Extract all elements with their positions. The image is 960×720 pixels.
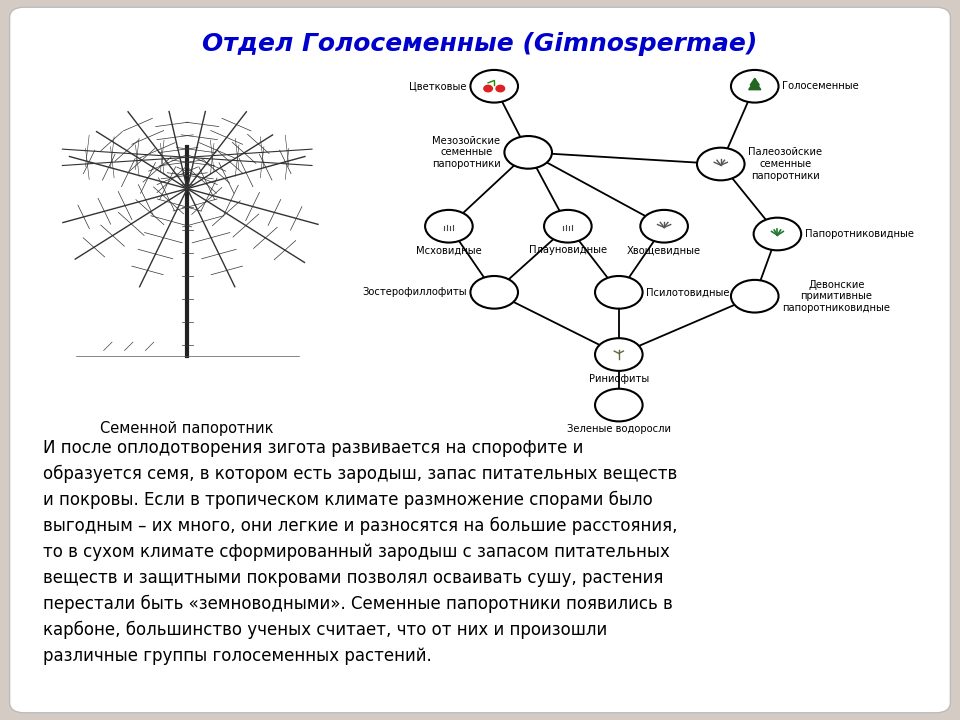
- Text: Семенной папоротник: Семенной папоротник: [101, 421, 274, 436]
- Ellipse shape: [697, 148, 745, 180]
- Text: Плауновидные: Плауновидные: [529, 246, 607, 256]
- Text: Зеленые водоросли: Зеленые водоросли: [566, 424, 671, 434]
- Ellipse shape: [425, 210, 472, 243]
- Polygon shape: [750, 78, 759, 85]
- Text: Папоротниковидные: Папоротниковидные: [805, 229, 914, 239]
- Text: Мсховидные: Мсховидные: [416, 246, 482, 256]
- Polygon shape: [749, 81, 761, 90]
- Text: Мезозойские
семенные
папоротники: Мезозойские семенные папоротники: [432, 136, 500, 169]
- Text: И после оплодотворения зигота развивается на спорофите и
образуется семя, в кото: И после оплодотворения зигота развиваетс…: [43, 439, 678, 665]
- Ellipse shape: [544, 210, 591, 243]
- Ellipse shape: [470, 70, 518, 102]
- Ellipse shape: [731, 280, 779, 312]
- Circle shape: [496, 86, 505, 91]
- Text: Хвощевидные: Хвощевидные: [627, 246, 701, 256]
- Ellipse shape: [640, 210, 688, 243]
- Text: Риниофиты: Риниофиты: [588, 374, 649, 384]
- Ellipse shape: [595, 276, 642, 309]
- Text: Девонские
примитивные
папоротниковидные: Девонские примитивные папоротниковидные: [782, 279, 890, 312]
- Ellipse shape: [731, 70, 779, 102]
- Text: Псилотовидные: Псилотовидные: [646, 287, 730, 297]
- Ellipse shape: [754, 217, 802, 251]
- FancyBboxPatch shape: [10, 7, 950, 713]
- Ellipse shape: [470, 276, 518, 309]
- Text: Отдел Голосеменные (Gimnospermae): Отдел Голосеменные (Gimnospermae): [203, 32, 757, 56]
- Ellipse shape: [595, 338, 642, 371]
- Text: Зостерофиллофиты: Зостерофиллофиты: [362, 287, 467, 297]
- Text: Палеозойские
семенные
папоротники: Палеозойские семенные папоротники: [749, 148, 823, 181]
- Circle shape: [484, 86, 492, 91]
- Ellipse shape: [504, 136, 552, 168]
- Ellipse shape: [595, 389, 642, 421]
- Text: Голосеменные: Голосеменные: [782, 81, 859, 91]
- Text: Цветковые: Цветковые: [409, 81, 467, 91]
